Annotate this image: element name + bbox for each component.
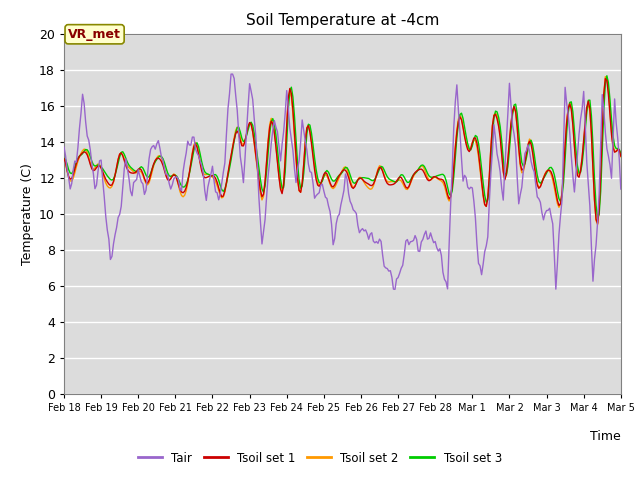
Y-axis label: Temperature (C): Temperature (C) [20, 163, 33, 264]
Title: Soil Temperature at -4cm: Soil Temperature at -4cm [246, 13, 439, 28]
Text: VR_met: VR_met [68, 28, 121, 41]
Legend: Tair, Tsoil set 1, Tsoil set 2, Tsoil set 3: Tair, Tsoil set 1, Tsoil set 2, Tsoil se… [134, 447, 506, 469]
Text: Time: Time [590, 430, 621, 443]
